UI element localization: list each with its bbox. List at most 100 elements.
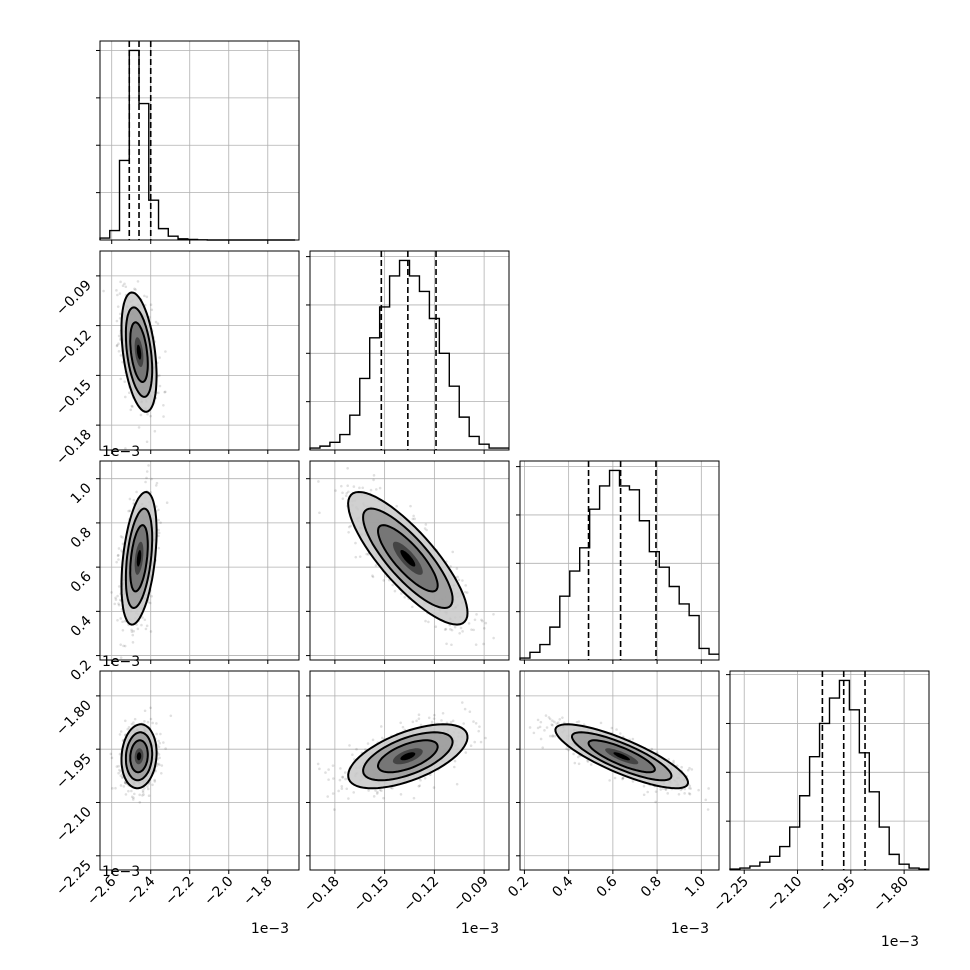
scatter-point [331,764,335,767]
scatter-point [127,789,130,793]
scatter-point [119,535,123,538]
scatter-point [472,720,475,723]
scatter-point [121,620,124,624]
scatter-point [432,717,436,720]
scatter-point [132,502,135,505]
scatter-point [143,294,146,298]
scatter-point [393,589,397,593]
scatter-point [576,755,580,759]
scatter-point [155,722,158,725]
scatter-point [117,603,121,607]
scatter-point [672,759,675,763]
scatter-point [677,792,681,796]
density-peak [136,344,142,360]
scatter-point [119,280,122,284]
scatter-point [689,787,692,790]
scatter-point [130,795,134,799]
scatter-point [424,523,428,526]
scatter-point [481,619,484,623]
scatter-point [664,788,668,791]
scatter-point [434,625,438,628]
scatter-point [131,405,134,408]
scatter-point [119,784,123,787]
scatter-point [401,725,405,729]
scatter-point [126,727,129,731]
contour-line [362,507,454,610]
scatter-point [599,721,603,725]
scatter-point [565,747,568,751]
scatter-point [117,334,121,338]
scatter-point [338,778,342,782]
scatter-point [346,484,349,488]
scatter-point [372,478,375,482]
scatter-point [345,787,349,791]
scatter-point [162,403,165,407]
scatter-point [459,626,463,630]
scatter-point [536,726,540,730]
scatter-point [457,578,461,582]
scatter-point [412,796,416,800]
scatter-point [465,591,469,594]
scatter-point [479,740,483,744]
x-tick-label-2-1: 0.4 [549,873,576,900]
scatter-point [109,752,113,756]
scatter-point [132,498,136,502]
x-tick-label-2-2: 0.6 [594,873,621,900]
x-offset-label-1: 1e−3 [461,921,499,937]
scatter-point [548,734,552,738]
scatter-point [157,546,161,550]
scatter-point [631,780,635,783]
x-tick-label-3-3: −1.80 [870,874,912,916]
scatter-point [113,602,117,606]
scatter-point [667,757,670,761]
scatter-point [374,789,377,792]
scatter-point [118,733,122,736]
contour-line [129,524,149,593]
scatter-point [343,771,347,774]
scatter-point [149,630,153,633]
scatter-point [340,787,344,790]
scatter-point [382,796,385,800]
scatter-point [114,598,118,601]
scatter-point [119,656,123,659]
scatter-point [333,808,336,811]
scatter-point [143,719,146,723]
scatter-point [150,308,154,312]
scatter-point [153,780,157,783]
scatter-point [419,778,422,782]
scatter-point [164,350,167,353]
scatter-point [391,786,394,790]
scatter-point [133,717,137,721]
scatter-point [123,644,127,648]
scatter-point [453,759,457,763]
scatter-point [157,745,161,749]
scatter-point [683,792,686,795]
scatter-point [538,725,542,729]
scatter-point [411,720,415,724]
scatter-point [117,585,121,588]
scatter-point [119,643,122,646]
y-offset-label-2: 1e−3 [102,654,140,670]
scatter-point [721,792,724,795]
scatter-point [150,594,153,598]
scatter-point [532,731,536,735]
scatter-point [115,560,118,564]
scatter-point [461,579,464,582]
scatter-point [132,796,135,800]
scatter-point [463,590,467,594]
scatter-point [149,303,153,306]
contour-line [120,291,158,413]
scatter-point [123,380,127,383]
scatter-point [462,722,465,725]
y-tick-label-3-2: −1.95 [53,751,95,793]
scatter-point [146,785,149,788]
scatter-point [539,720,543,724]
density-peak [400,550,416,567]
scatter-point [470,628,473,631]
scatter-point [374,488,378,491]
scatter-point [117,764,120,768]
pair-3-2-plot-area [528,714,724,811]
scatter-point [159,732,162,736]
scatter-point [157,531,161,535]
scatter-point [117,558,120,561]
